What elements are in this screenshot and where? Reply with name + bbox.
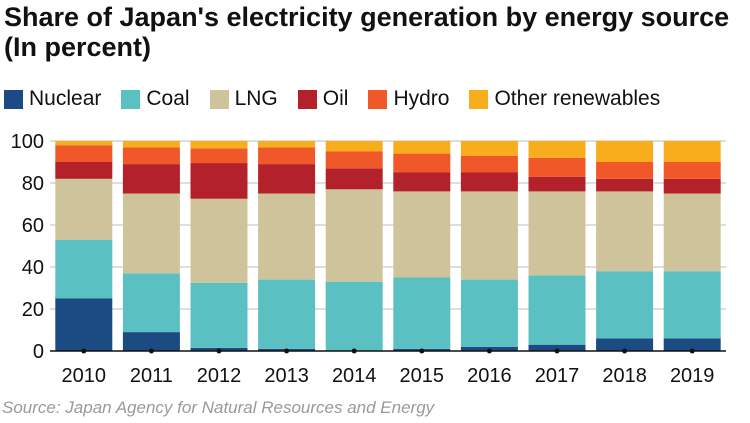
bar-segment [393,277,451,349]
bar-segment [55,145,113,162]
legend-swatch [209,89,229,109]
bar-segment [528,344,586,351]
bar-segment [258,147,316,165]
source-note: Source: Japan Agency for Natural Resourc… [2,398,435,417]
bar-segment [325,281,383,351]
bar-segment [460,141,518,156]
x-tick-label: 2013 [264,365,309,387]
x-tick-label: 2011 [130,365,173,387]
x-tick-label: 2017 [535,365,580,387]
bar-segment [596,178,654,192]
legend-swatch [297,89,317,109]
bar-segment [528,176,586,192]
x-tick-label: 2018 [602,365,647,387]
bar-segment [663,271,721,339]
bar-segment [122,193,180,274]
bar-segment [528,191,586,276]
bar-segment [460,155,518,173]
legend-item: Other renewables [469,87,660,111]
legend-label: Nuclear [29,87,102,110]
bar-segment [596,338,654,351]
legend-swatch [469,89,489,109]
bar-segment [663,178,721,194]
bar-segment [258,164,316,194]
x-tick-label: 2016 [467,365,512,387]
bar-segment [393,141,451,154]
y-tick-label: 100 [11,131,44,153]
bar-segment [596,141,654,162]
bar-segment [663,193,721,272]
y-tick-label: 20 [22,299,44,321]
x-tick-label: 2014 [332,365,377,387]
bar-segment [55,141,113,146]
bar-segment [190,148,248,164]
bar-segment [55,178,113,240]
bar-segment [122,147,180,165]
bar-segment [528,157,586,177]
bar-segment [325,189,383,282]
y-tick-label: 0 [33,341,44,363]
bar-segment [596,191,654,272]
bar-segment [122,332,180,351]
bar-segment [55,298,113,351]
y-tick-label: 60 [22,215,44,237]
bar-segment [663,338,721,351]
legend-item: Hydro [368,87,449,111]
bar-segment [325,141,383,152]
legend-label: Other renewables [494,87,661,110]
legend-item: Oil [297,87,349,111]
bar-segment [460,172,518,192]
bar-segment [393,153,451,173]
bar-segment [190,141,248,149]
legend-label: LNG [234,87,278,110]
bar-segment [55,239,113,299]
bar-segment [122,141,180,148]
bar-segment [258,141,316,148]
legend-item: Coal [121,87,190,111]
bar-segment [258,279,316,349]
bar-segment [393,172,451,192]
bar-segment [528,141,586,158]
stacked-bar-chart: 0 20 40 60 80 100 2010 2011 2012 2013 2014 2015 2016… [11,131,726,387]
bar-segment [55,162,113,179]
y-tick-label: 40 [22,257,44,279]
bar-segment [663,162,721,179]
bar-segment [663,141,721,162]
bar-segment [325,151,383,169]
bar-segment [460,191,518,280]
bar-segment [596,162,654,179]
chart-title: Share of Japan's electricity generation … [4,2,730,62]
legend-label: Oil [322,87,349,110]
bar-segment [596,271,654,339]
legend-label: Hydro [393,87,450,110]
x-tick-label: 2010 [62,365,107,387]
legend-item: LNG [209,87,278,111]
bar-segment [528,275,586,345]
x-tick-label: 2019 [670,365,715,387]
legend-label: Coal [146,87,190,110]
legend: Nuclear Coal LNG Oil Hydro Other renewables [4,86,680,112]
legend-swatch [4,89,23,109]
bar-segment [258,193,316,280]
bar-segment [190,198,248,283]
y-tick-label: 80 [22,173,44,195]
bar-segment [122,273,180,333]
bar-segment [190,163,248,199]
bar-segment [460,279,518,347]
legend-swatch [121,89,141,109]
legend-swatch [368,89,388,109]
x-tick-label: 2012 [197,365,242,387]
bar-segment [393,191,451,278]
bar-segment [122,164,180,194]
bar-segment [325,168,383,190]
legend-item: Nuclear [4,87,101,111]
x-tick-label: 2015 [400,365,445,387]
bar-segment [190,282,248,348]
